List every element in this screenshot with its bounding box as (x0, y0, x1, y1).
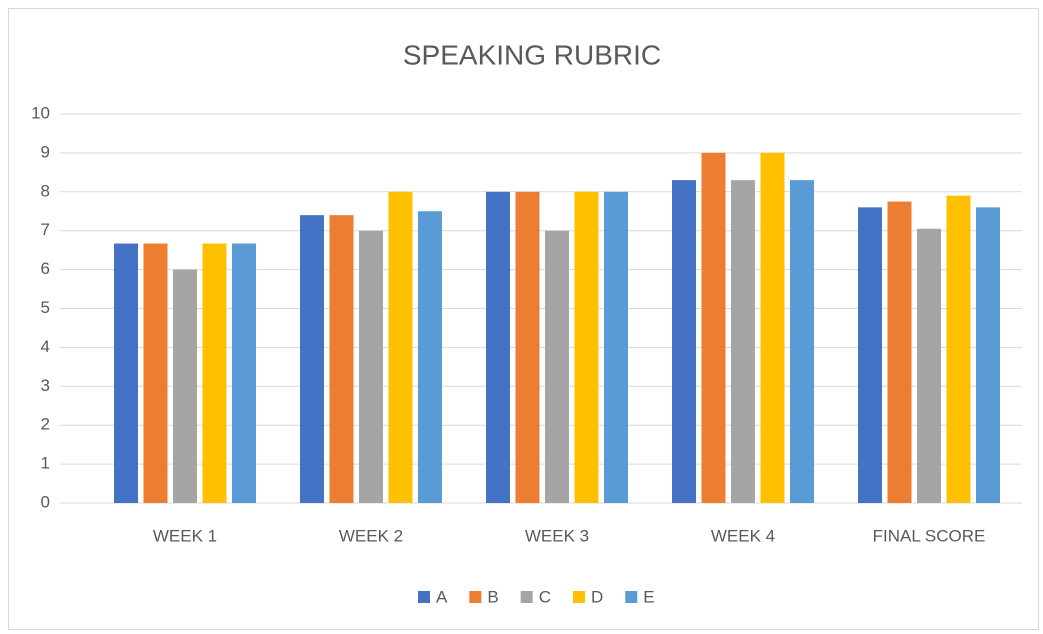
bar (388, 191, 413, 504)
bar (329, 215, 354, 503)
bar (917, 228, 941, 503)
bar (202, 243, 227, 504)
bar (232, 243, 256, 504)
bar (173, 269, 197, 503)
y-tick-label: 10 (31, 103, 50, 122)
y-tick-label: 1 (41, 454, 50, 473)
y-tick-label: 0 (41, 492, 50, 511)
x-tick-label: WEEK 3 (525, 526, 589, 545)
legend-label: A (436, 587, 448, 606)
bar (359, 230, 383, 503)
legend-swatch (572, 591, 585, 603)
chart-title: SPEAKING RUBRIC (403, 39, 661, 70)
legend-label: D (591, 587, 603, 606)
bar (604, 191, 628, 504)
y-tick-label: 8 (41, 181, 50, 200)
y-tick-label: 5 (41, 298, 50, 317)
y-tick-label: 6 (41, 259, 50, 278)
x-tick-label: WEEK 2 (339, 526, 403, 545)
bar (143, 243, 168, 504)
y-tick-label: 9 (41, 142, 50, 161)
x-tick-label: FINAL SCORE (873, 526, 986, 545)
legend-swatch (418, 591, 430, 603)
bar (114, 243, 138, 504)
y-tick-label: 4 (41, 337, 50, 356)
y-tick-label: 3 (41, 376, 50, 395)
y-tick-label: 2 (41, 415, 50, 434)
legend-label: C (539, 587, 551, 606)
bar (887, 201, 912, 503)
bar (858, 207, 882, 504)
y-tick-label: 7 (41, 220, 50, 239)
bar (300, 215, 324, 503)
bar (976, 207, 1000, 504)
bar (672, 180, 696, 503)
x-tick-label: WEEK 4 (711, 526, 775, 545)
bar (731, 180, 755, 503)
bar (790, 180, 814, 503)
legend-swatch (625, 591, 638, 603)
legend-swatch (469, 591, 482, 603)
bar (574, 191, 599, 504)
bar (515, 191, 540, 504)
legend-label: E (643, 587, 654, 606)
bar (418, 211, 442, 503)
bar (545, 230, 569, 503)
bar (486, 191, 510, 504)
legend-swatch (520, 591, 533, 603)
bar (946, 195, 971, 503)
bar (760, 152, 785, 503)
x-tick-label: WEEK 1 (153, 526, 217, 545)
bar (701, 152, 726, 503)
legend-label: B (487, 587, 498, 606)
